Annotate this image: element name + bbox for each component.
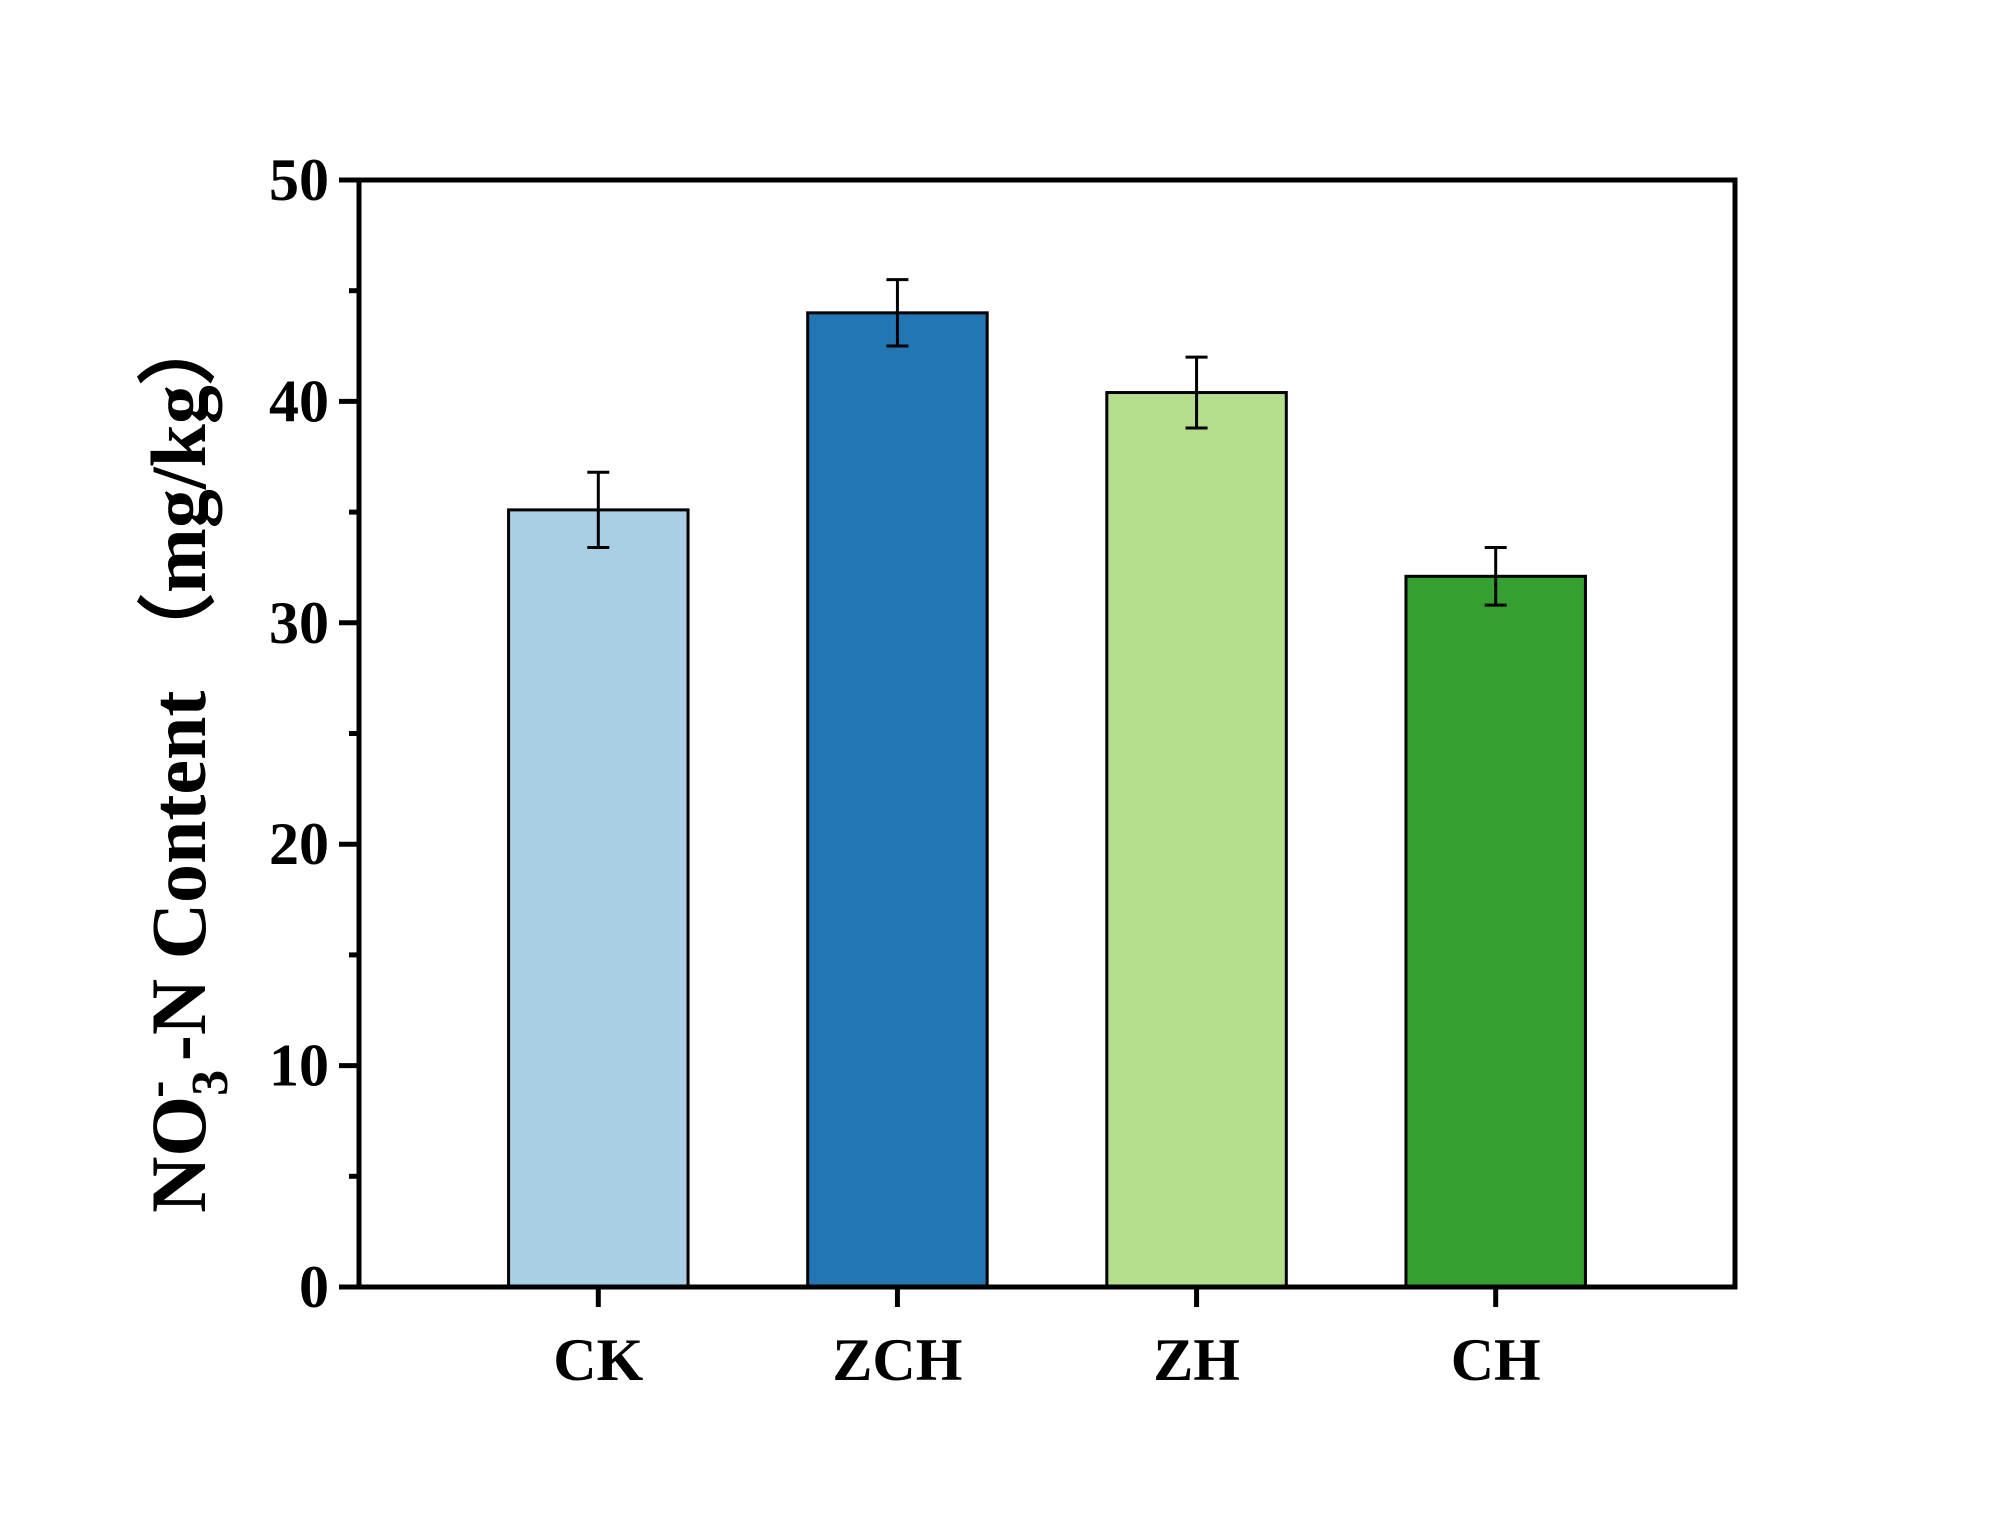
bars (507, 311, 1587, 1289)
y-tick-label: 50 (269, 147, 329, 213)
x-tick-label: ZCH (832, 1327, 962, 1393)
y-tick-label: 10 (269, 1033, 329, 1099)
error-bars (587, 278, 1507, 607)
y-axis: 0 10 20 30 40 50 (269, 147, 359, 1320)
y-tick-label: 0 (299, 1254, 329, 1320)
y-axis-label-subscript: 3 (182, 1070, 239, 1096)
y-tick-label: 20 (269, 811, 329, 877)
x-axis: CK ZCH ZH CH (553, 1287, 1541, 1393)
error-bar-zch (886, 278, 909, 348)
bar-ck (507, 508, 690, 1289)
y-tick-label: 30 (269, 590, 329, 656)
x-tick-label: CK (553, 1327, 643, 1393)
y-axis-label-superscript: - (128, 1081, 185, 1098)
bar-zch (806, 311, 989, 1289)
y-axis-label-prefix: NO (135, 1096, 222, 1213)
error-bar-ch (1484, 546, 1507, 607)
x-tick-label: ZH (1153, 1327, 1240, 1393)
bar-zh (1105, 391, 1288, 1289)
error-bar-zh (1185, 355, 1208, 430)
x-tick-label: CH (1451, 1327, 1541, 1393)
error-bar-ck (587, 470, 610, 550)
y-axis-label-suffix: -N Content （mg/kg） (135, 307, 222, 1081)
y-axis-label: NO3- -N Content （mg/kg） (128, 307, 239, 1213)
y-tick-label: 40 (269, 368, 329, 434)
bar-ch (1404, 574, 1587, 1289)
